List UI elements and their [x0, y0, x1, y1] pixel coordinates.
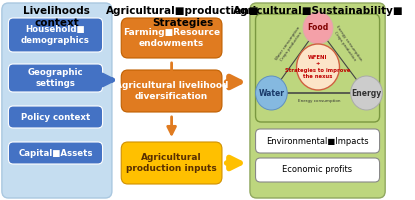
FancyBboxPatch shape	[121, 18, 222, 58]
Text: Household■
demographics: Household■ demographics	[21, 25, 90, 45]
Text: Agricultural■production■
Strategies: Agricultural■production■ Strategies	[106, 6, 259, 28]
Text: Agricultural■Sustainability■: Agricultural■Sustainability■	[233, 6, 403, 16]
Text: Geographic
settings: Geographic settings	[28, 68, 83, 88]
FancyBboxPatch shape	[121, 70, 222, 112]
FancyBboxPatch shape	[250, 3, 385, 198]
FancyBboxPatch shape	[8, 18, 103, 52]
FancyBboxPatch shape	[256, 129, 380, 153]
Circle shape	[303, 12, 333, 44]
FancyBboxPatch shape	[256, 14, 380, 122]
FancyBboxPatch shape	[256, 158, 380, 182]
Circle shape	[256, 76, 287, 110]
FancyBboxPatch shape	[8, 142, 103, 164]
Text: Environmental■Impacts: Environmental■Impacts	[266, 136, 369, 146]
Text: WFENI
+
Strategies to improve
the nexus: WFENI + Strategies to improve the nexus	[286, 55, 351, 79]
Text: Water: Water	[259, 88, 284, 98]
FancyBboxPatch shape	[8, 64, 103, 92]
Text: Water consumption
Crops production: Water consumption Crops production	[275, 26, 305, 64]
Text: Economic profits: Economic profits	[282, 166, 352, 174]
Text: Capital■Assets: Capital■Assets	[18, 148, 93, 158]
Text: Agricultural livelihood
diversification: Agricultural livelihood diversification	[115, 81, 228, 101]
Circle shape	[297, 44, 339, 90]
Text: Livelihoods
context: Livelihoods context	[24, 6, 90, 28]
FancyBboxPatch shape	[121, 142, 222, 184]
Text: Food: Food	[308, 23, 329, 32]
Text: Energy: Energy	[352, 88, 382, 98]
Text: Farming■Resource
endowments: Farming■Resource endowments	[123, 28, 220, 48]
Text: Agricultural
production inputs: Agricultural production inputs	[126, 153, 217, 173]
Circle shape	[351, 76, 382, 110]
FancyBboxPatch shape	[8, 106, 103, 128]
Text: Energy consumption
Crops production: Energy consumption Crops production	[331, 25, 363, 65]
FancyBboxPatch shape	[2, 3, 112, 198]
Text: Energy consumption: Energy consumption	[298, 99, 340, 103]
Text: Policy context: Policy context	[21, 112, 90, 121]
